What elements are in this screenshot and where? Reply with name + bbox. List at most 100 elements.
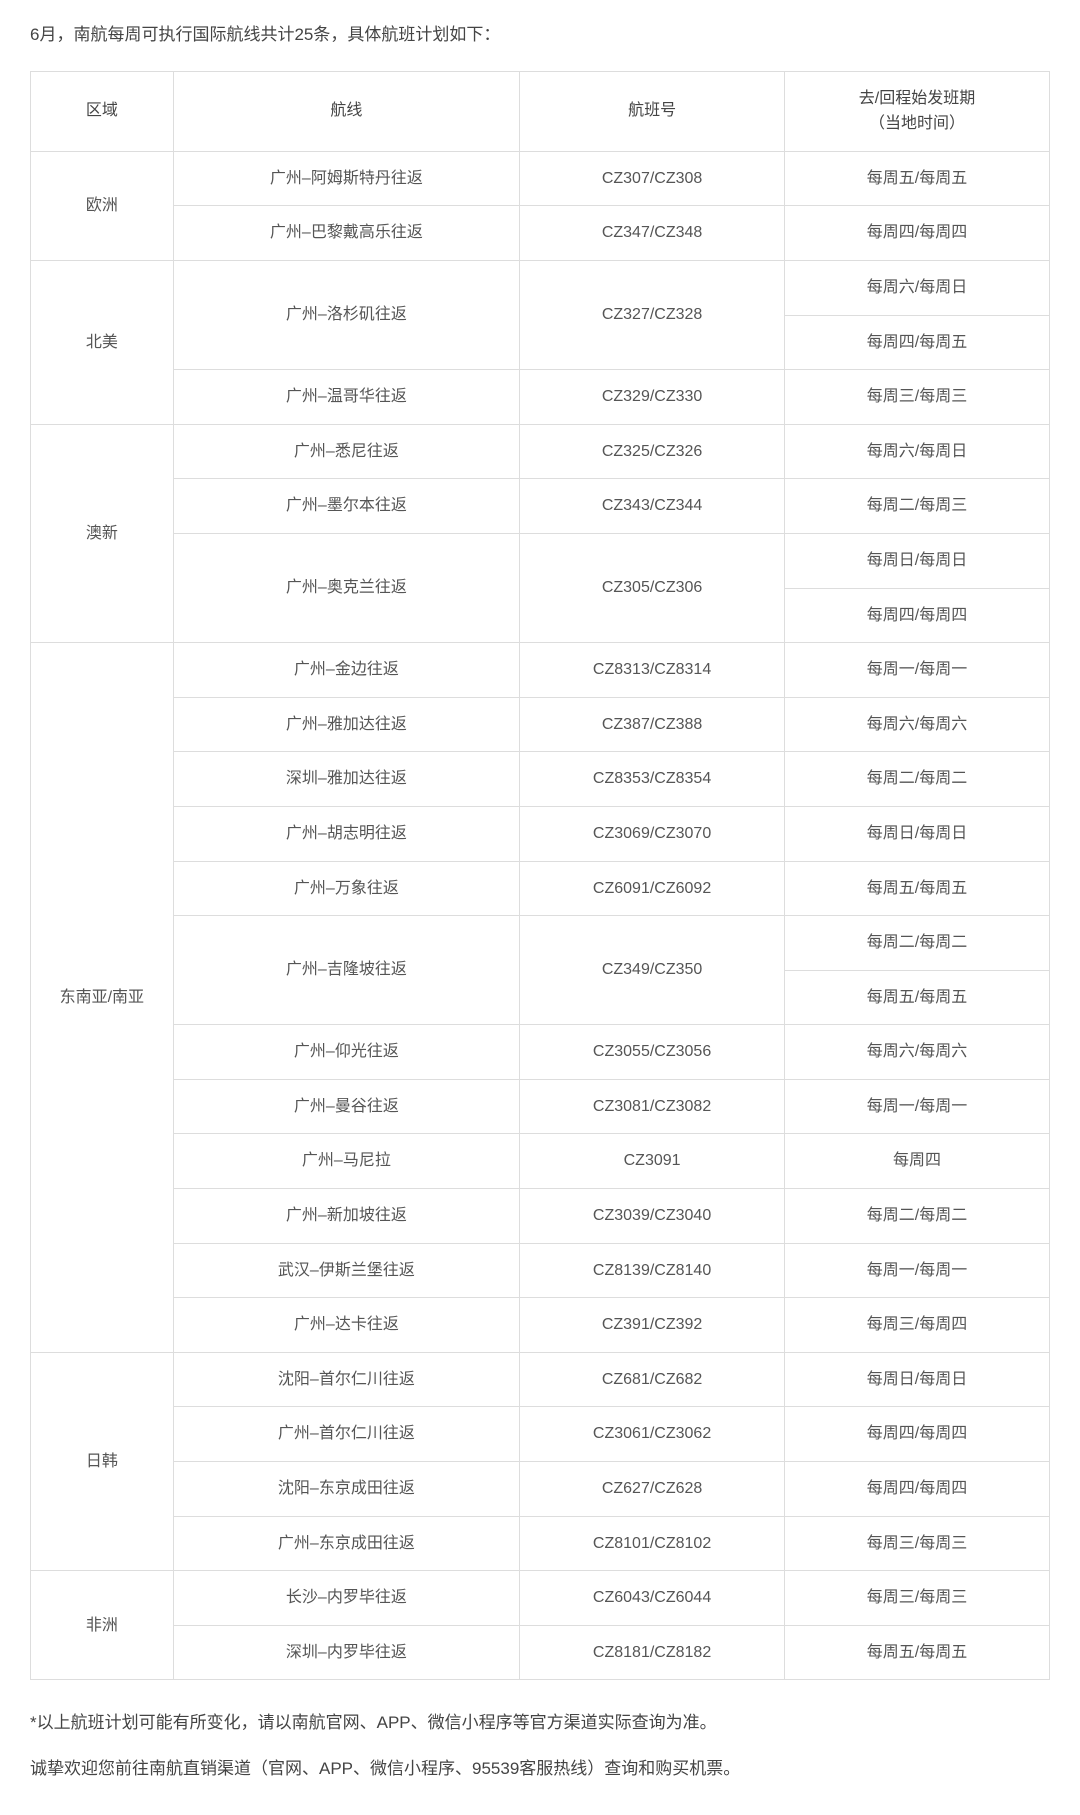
cell-route: 广州–温哥华往返	[173, 370, 519, 425]
table-row: 广州–仰光往返CZ3055/CZ3056每周六/每周六	[31, 1025, 1050, 1080]
footer-note-2: 诚挚欢迎您前往南航直销渠道（官网、APP、微信小程序、95539客服热线）查询和…	[30, 1750, 1050, 1787]
cell-route: 广州–吉隆坡往返	[173, 916, 519, 1025]
cell-route: 广州–金边往返	[173, 643, 519, 698]
cell-flight-no: CZ3081/CZ3082	[520, 1079, 785, 1134]
cell-schedule: 每周五/每周五	[785, 970, 1050, 1025]
cell-schedule: 每周二/每周二	[785, 1189, 1050, 1244]
cell-flight-no: CZ307/CZ308	[520, 151, 785, 206]
table-row: 非洲长沙–内罗毕往返CZ6043/CZ6044每周三/每周三	[31, 1571, 1050, 1626]
table-row: 武汉–伊斯兰堡往返CZ8139/CZ8140每周一/每周一	[31, 1243, 1050, 1298]
table-row: 广州–胡志明往返CZ3069/CZ3070每周日/每周日	[31, 806, 1050, 861]
cell-schedule: 每周日/每周日	[785, 806, 1050, 861]
header-flight-no: 航班号	[520, 71, 785, 151]
cell-flight-no: CZ3055/CZ3056	[520, 1025, 785, 1080]
cell-flight-no: CZ349/CZ350	[520, 916, 785, 1025]
cell-flight-no: CZ3069/CZ3070	[520, 806, 785, 861]
cell-flight-no: CZ347/CZ348	[520, 206, 785, 261]
cell-flight-no: CZ6043/CZ6044	[520, 1571, 785, 1626]
table-header-row: 区域 航线 航班号 去/回程始发班期（当地时间）	[31, 71, 1050, 151]
cell-route: 广州–洛杉矶往返	[173, 260, 519, 369]
cell-region: 非洲	[31, 1571, 174, 1680]
header-route: 航线	[173, 71, 519, 151]
cell-schedule: 每周三/每周四	[785, 1298, 1050, 1353]
cell-flight-no: CZ8313/CZ8314	[520, 643, 785, 698]
cell-flight-no: CZ8181/CZ8182	[520, 1625, 785, 1680]
cell-schedule: 每周日/每周日	[785, 533, 1050, 588]
cell-flight-no: CZ8139/CZ8140	[520, 1243, 785, 1298]
cell-flight-no: CZ343/CZ344	[520, 479, 785, 534]
cell-region: 欧洲	[31, 151, 174, 260]
header-region: 区域	[31, 71, 174, 151]
cell-flight-no: CZ681/CZ682	[520, 1352, 785, 1407]
cell-flight-no: CZ391/CZ392	[520, 1298, 785, 1353]
table-row: 深圳–内罗毕往返CZ8181/CZ8182每周五/每周五	[31, 1625, 1050, 1680]
cell-region: 北美	[31, 260, 174, 424]
cell-schedule: 每周六/每周日	[785, 424, 1050, 479]
cell-flight-no: CZ8101/CZ8102	[520, 1516, 785, 1571]
cell-schedule: 每周五/每周五	[785, 861, 1050, 916]
table-row: 东南亚/南亚广州–金边往返CZ8313/CZ8314每周一/每周一	[31, 643, 1050, 698]
cell-route: 深圳–内罗毕往返	[173, 1625, 519, 1680]
cell-route: 沈阳–东京成田往返	[173, 1462, 519, 1517]
table-row: 广州–雅加达往返CZ387/CZ388每周六/每周六	[31, 697, 1050, 752]
cell-schedule: 每周三/每周三	[785, 1516, 1050, 1571]
cell-flight-no: CZ6091/CZ6092	[520, 861, 785, 916]
table-row: 沈阳–东京成田往返CZ627/CZ628每周四/每周四	[31, 1462, 1050, 1517]
cell-schedule: 每周二/每周三	[785, 479, 1050, 534]
cell-schedule: 每周二/每周二	[785, 916, 1050, 971]
table-row: 广州–巴黎戴高乐往返CZ347/CZ348每周四/每周四	[31, 206, 1050, 261]
cell-schedule: 每周五/每周五	[785, 1625, 1050, 1680]
cell-route: 广州–曼谷往返	[173, 1079, 519, 1134]
table-row: 广州–墨尔本往返CZ343/CZ344每周二/每周三	[31, 479, 1050, 534]
cell-route: 广州–万象往返	[173, 861, 519, 916]
table-row: 北美广州–洛杉矶往返CZ327/CZ328每周六/每周日	[31, 260, 1050, 315]
cell-route: 广州–首尔仁川往返	[173, 1407, 519, 1462]
table-row: 广州–达卡往返CZ391/CZ392每周三/每周四	[31, 1298, 1050, 1353]
table-row: 广州–首尔仁川往返CZ3061/CZ3062每周四/每周四	[31, 1407, 1050, 1462]
table-row: 广州–新加坡往返CZ3039/CZ3040每周二/每周二	[31, 1189, 1050, 1244]
table-row: 广州–万象往返CZ6091/CZ6092每周五/每周五	[31, 861, 1050, 916]
cell-schedule: 每周六/每周六	[785, 1025, 1050, 1080]
cell-flight-no: CZ327/CZ328	[520, 260, 785, 369]
table-row: 日韩沈阳–首尔仁川往返CZ681/CZ682每周日/每周日	[31, 1352, 1050, 1407]
cell-schedule: 每周四/每周五	[785, 315, 1050, 370]
table-row: 广州–奥克兰往返CZ305/CZ306每周日/每周日	[31, 533, 1050, 588]
cell-schedule: 每周四/每周四	[785, 588, 1050, 643]
cell-schedule: 每周四/每周四	[785, 1462, 1050, 1517]
cell-schedule: 每周三/每周三	[785, 370, 1050, 425]
cell-route: 沈阳–首尔仁川往返	[173, 1352, 519, 1407]
cell-route: 广州–墨尔本往返	[173, 479, 519, 534]
cell-schedule: 每周六/每周六	[785, 697, 1050, 752]
table-row: 广州–吉隆坡往返CZ349/CZ350每周二/每周二	[31, 916, 1050, 971]
cell-schedule: 每周一/每周一	[785, 643, 1050, 698]
cell-route: 广州–雅加达往返	[173, 697, 519, 752]
cell-flight-no: CZ387/CZ388	[520, 697, 785, 752]
cell-route: 深圳–雅加达往返	[173, 752, 519, 807]
cell-schedule: 每周一/每周一	[785, 1243, 1050, 1298]
cell-schedule: 每周四/每周四	[785, 1407, 1050, 1462]
intro-text: 6月，南航每周可执行国际航线共计25条，具体航班计划如下：	[30, 20, 1050, 51]
footer-notes: *以上航班计划可能有所变化，请以南航官网、APP、微信小程序等官方渠道实际查询为…	[30, 1704, 1050, 1787]
table-row: 广州–曼谷往返CZ3081/CZ3082每周一/每周一	[31, 1079, 1050, 1134]
cell-flight-no: CZ325/CZ326	[520, 424, 785, 479]
cell-flight-no: CZ8353/CZ8354	[520, 752, 785, 807]
cell-schedule: 每周日/每周日	[785, 1352, 1050, 1407]
footer-note-1: *以上航班计划可能有所变化，请以南航官网、APP、微信小程序等官方渠道实际查询为…	[30, 1704, 1050, 1741]
cell-region: 澳新	[31, 424, 174, 642]
cell-route: 广州–马尼拉	[173, 1134, 519, 1189]
header-schedule: 去/回程始发班期（当地时间）	[785, 71, 1050, 151]
cell-schedule: 每周六/每周日	[785, 260, 1050, 315]
table-row: 广州–马尼拉CZ3091每周四	[31, 1134, 1050, 1189]
cell-region: 日韩	[31, 1352, 174, 1570]
cell-schedule: 每周四/每周四	[785, 206, 1050, 261]
cell-route: 广州–仰光往返	[173, 1025, 519, 1080]
cell-route: 广州–阿姆斯特丹往返	[173, 151, 519, 206]
cell-route: 广州–达卡往返	[173, 1298, 519, 1353]
table-row: 深圳–雅加达往返CZ8353/CZ8354每周二/每周二	[31, 752, 1050, 807]
cell-flight-no: CZ329/CZ330	[520, 370, 785, 425]
cell-schedule: 每周五/每周五	[785, 151, 1050, 206]
cell-flight-no: CZ3039/CZ3040	[520, 1189, 785, 1244]
table-row: 广州–东京成田往返CZ8101/CZ8102每周三/每周三	[31, 1516, 1050, 1571]
cell-route: 广州–悉尼往返	[173, 424, 519, 479]
cell-schedule: 每周三/每周三	[785, 1571, 1050, 1626]
